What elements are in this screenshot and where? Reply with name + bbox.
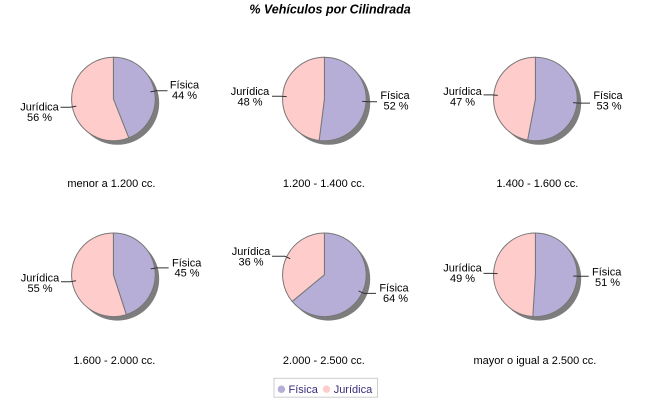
- svg-text:48 %: 48 %: [237, 97, 262, 109]
- svg-text:64 %: 64 %: [383, 293, 408, 305]
- svg-text:Jurídica: Jurídica: [334, 384, 373, 396]
- svg-text:51 %: 51 %: [595, 277, 620, 289]
- svg-text:44 %: 44 %: [172, 90, 197, 102]
- svg-text:36 %: 36 %: [238, 257, 263, 269]
- svg-text:Física: Física: [593, 90, 623, 102]
- svg-text:Física: Física: [380, 90, 410, 102]
- svg-text:Jurídica: Jurídica: [232, 246, 271, 258]
- svg-text:2.000 - 2.500 cc.: 2.000 - 2.500 cc.: [283, 355, 365, 367]
- svg-text:45 %: 45 %: [174, 268, 199, 280]
- svg-text:55 %: 55 %: [27, 283, 52, 295]
- svg-text:% Vehículos por Cilindrada: % Vehículos por Cilindrada: [249, 2, 410, 16]
- svg-text:Física: Física: [172, 258, 202, 270]
- svg-text:1.200 - 1.400 cc.: 1.200 - 1.400 cc.: [283, 178, 365, 190]
- svg-text:1.400 - 1.600 cc.: 1.400 - 1.600 cc.: [496, 178, 578, 190]
- svg-text:1.600 - 2.000 cc.: 1.600 - 2.000 cc.: [73, 355, 155, 367]
- svg-text:Jurídica: Jurídica: [443, 263, 482, 275]
- svg-text:Física: Física: [170, 80, 200, 92]
- svg-text:56 %: 56 %: [27, 112, 52, 124]
- svg-text:49 %: 49 %: [450, 273, 475, 285]
- svg-text:Jurídica: Jurídica: [231, 86, 270, 98]
- svg-text:52 %: 52 %: [383, 101, 408, 113]
- svg-text:Jurídica: Jurídica: [21, 273, 60, 285]
- svg-text:mayor o igual a 2.500 cc.: mayor o igual a 2.500 cc.: [473, 355, 596, 367]
- svg-text:Física: Física: [592, 267, 622, 279]
- svg-text:menor a 1.200 cc.: menor a 1.200 cc.: [67, 178, 155, 190]
- svg-text:Física: Física: [379, 283, 409, 295]
- svg-text:Física: Física: [289, 384, 319, 396]
- svg-text:47 %: 47 %: [450, 97, 475, 109]
- svg-text:Jurídica: Jurídica: [443, 86, 482, 98]
- svg-text:53 %: 53 %: [596, 101, 621, 113]
- svg-text:Jurídica: Jurídica: [20, 102, 59, 114]
